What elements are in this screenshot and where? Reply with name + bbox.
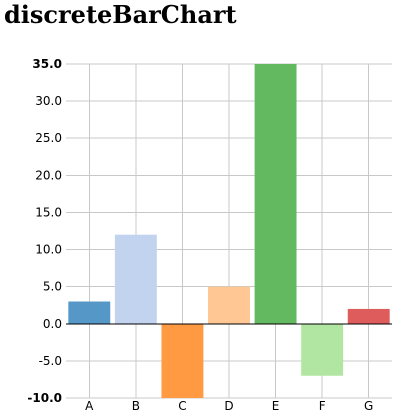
y-tick-label: 25.0	[35, 131, 62, 145]
y-tick-label: 30.0	[35, 94, 62, 108]
x-tick-label: C	[178, 399, 186, 413]
bar-c	[161, 323, 204, 398]
y-tick-label: -10.0	[27, 391, 62, 405]
x-tick-label: G	[364, 399, 373, 413]
y-tick-label: 10.0	[35, 243, 62, 257]
x-tick-label: F	[319, 399, 326, 413]
bar-f	[301, 323, 344, 376]
y-tick-label: 35.0	[32, 57, 62, 71]
chart-title: discreteBarChart	[4, 0, 237, 29]
bar-g	[347, 308, 390, 324]
bar-d	[208, 286, 250, 324]
bar-a	[68, 301, 111, 324]
x-tick-label: A	[85, 399, 94, 413]
x-tick-label: D	[224, 399, 233, 413]
x-tick-label: E	[272, 399, 280, 413]
y-tick-label: 15.0	[35, 205, 62, 219]
grid-layer	[66, 63, 392, 399]
x-tick-label: B	[132, 399, 140, 413]
y-tick-label: -5.0	[39, 354, 62, 368]
axis-layer: -10.0 -5.0 0.0 5.0 10.0 15.0 20.0 25.0 30.0 35.0 A…	[27, 57, 392, 413]
bar-layer	[68, 64, 390, 398]
y-tick-label: 20.0	[35, 168, 62, 182]
bar-b	[114, 234, 157, 324]
bar-e	[254, 64, 297, 324]
y-tick-label: 0.0	[43, 317, 62, 331]
y-tick-label: 5.0	[43, 280, 62, 294]
